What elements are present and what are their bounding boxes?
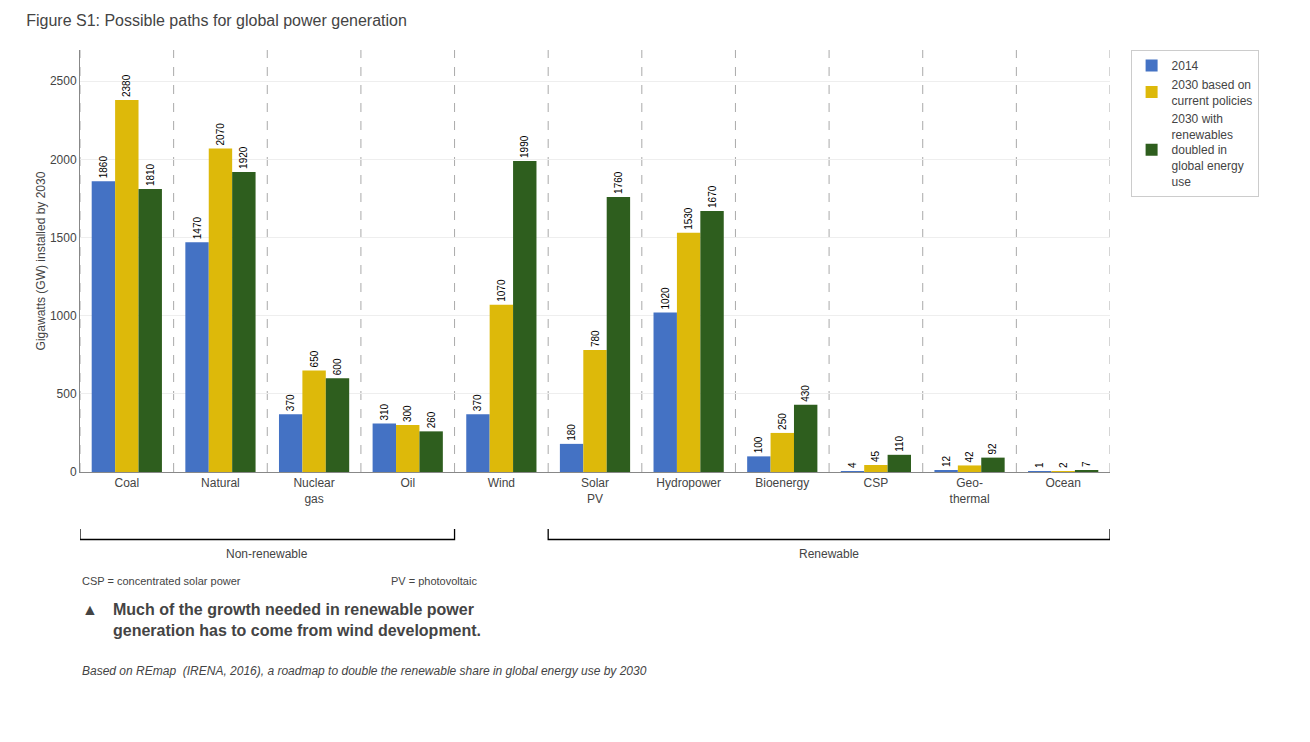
svg-text:180: 180 [566, 424, 577, 441]
svg-text:2070: 2070 [215, 123, 226, 146]
svg-text:370: 370 [472, 394, 483, 411]
svg-text:Figure S1: Possible paths for: Figure S1: Possible paths for global pow… [26, 12, 407, 29]
svg-text:1070: 1070 [496, 279, 507, 302]
svg-text:Oil: Oil [400, 476, 415, 490]
svg-text:4: 4 [847, 462, 858, 468]
svg-text:2500: 2500 [50, 74, 77, 88]
svg-text:Bioenergy: Bioenergy [755, 476, 809, 490]
svg-text:1470: 1470 [192, 217, 203, 240]
svg-text:▲: ▲ [82, 601, 98, 618]
svg-text:Coal: Coal [114, 476, 139, 490]
svg-text:Non-renewable: Non-renewable [226, 547, 308, 561]
svg-text:2: 2 [1058, 462, 1069, 468]
svg-text:600: 600 [332, 358, 343, 375]
svg-text:2030 based oncurrent policies: 2030 based oncurrent policies [1172, 78, 1253, 108]
svg-text:7: 7 [1081, 461, 1092, 467]
svg-text:Gigawatts (GW) installed by 20: Gigawatts (GW) installed by 2030 [34, 171, 48, 350]
svg-text:1500: 1500 [50, 231, 77, 245]
svg-text:250: 250 [777, 413, 788, 430]
svg-text:260: 260 [426, 411, 437, 428]
svg-text:Much of the growth needed in r: Much of the growth needed in renewable p… [113, 601, 481, 639]
svg-text:Natural: Natural [201, 476, 240, 490]
svg-text:310: 310 [379, 403, 390, 420]
svg-text:PV = photovoltaic: PV = photovoltaic [391, 575, 477, 587]
svg-text:Renewable: Renewable [799, 547, 859, 561]
svg-text:1670: 1670 [707, 185, 718, 208]
svg-text:Geo-thermal: Geo-thermal [950, 476, 990, 506]
svg-text:Ocean: Ocean [1046, 476, 1081, 490]
svg-text:1920: 1920 [238, 146, 249, 169]
svg-text:92: 92 [987, 443, 998, 455]
svg-text:2014: 2014 [1172, 59, 1199, 73]
svg-text:1020: 1020 [660, 287, 671, 310]
svg-text:CSP = concentrated solar power: CSP = concentrated solar power [82, 575, 241, 587]
svg-text:CSP: CSP [864, 476, 889, 490]
svg-text:0: 0 [70, 465, 77, 479]
svg-text:Based on REmap (IRENA, 2016),: Based on REmap (IRENA, 2016), a roadmap … [82, 664, 647, 678]
svg-text:Wind: Wind [488, 476, 515, 490]
svg-text:12: 12 [941, 455, 952, 467]
svg-text:1860: 1860 [98, 156, 109, 179]
svg-text:1530: 1530 [683, 207, 694, 230]
svg-text:1990: 1990 [519, 135, 530, 158]
svg-text:370: 370 [285, 394, 296, 411]
svg-text:1810: 1810 [145, 163, 156, 186]
svg-text:500: 500 [57, 387, 77, 401]
svg-text:45: 45 [870, 450, 881, 462]
svg-text:42: 42 [964, 451, 975, 463]
svg-text:1760: 1760 [613, 171, 624, 194]
svg-text:Hydropower: Hydropower [656, 476, 721, 490]
svg-text:650: 650 [309, 350, 320, 367]
svg-text:1000: 1000 [50, 309, 77, 323]
svg-text:2000: 2000 [50, 153, 77, 167]
svg-text:Nucleargas: Nucleargas [293, 476, 334, 506]
svg-text:300: 300 [402, 405, 413, 422]
svg-text:1: 1 [1034, 462, 1045, 468]
svg-text:430: 430 [800, 385, 811, 402]
svg-text:780: 780 [590, 330, 601, 347]
svg-text:100: 100 [753, 436, 764, 453]
svg-text:110: 110 [894, 435, 905, 451]
svg-text:2030 withrenewablesdoubled ing: 2030 withrenewablesdoubled inglobal ener… [1172, 112, 1244, 188]
svg-text:SolarPV: SolarPV [581, 476, 609, 506]
svg-text:2380: 2380 [121, 74, 132, 97]
